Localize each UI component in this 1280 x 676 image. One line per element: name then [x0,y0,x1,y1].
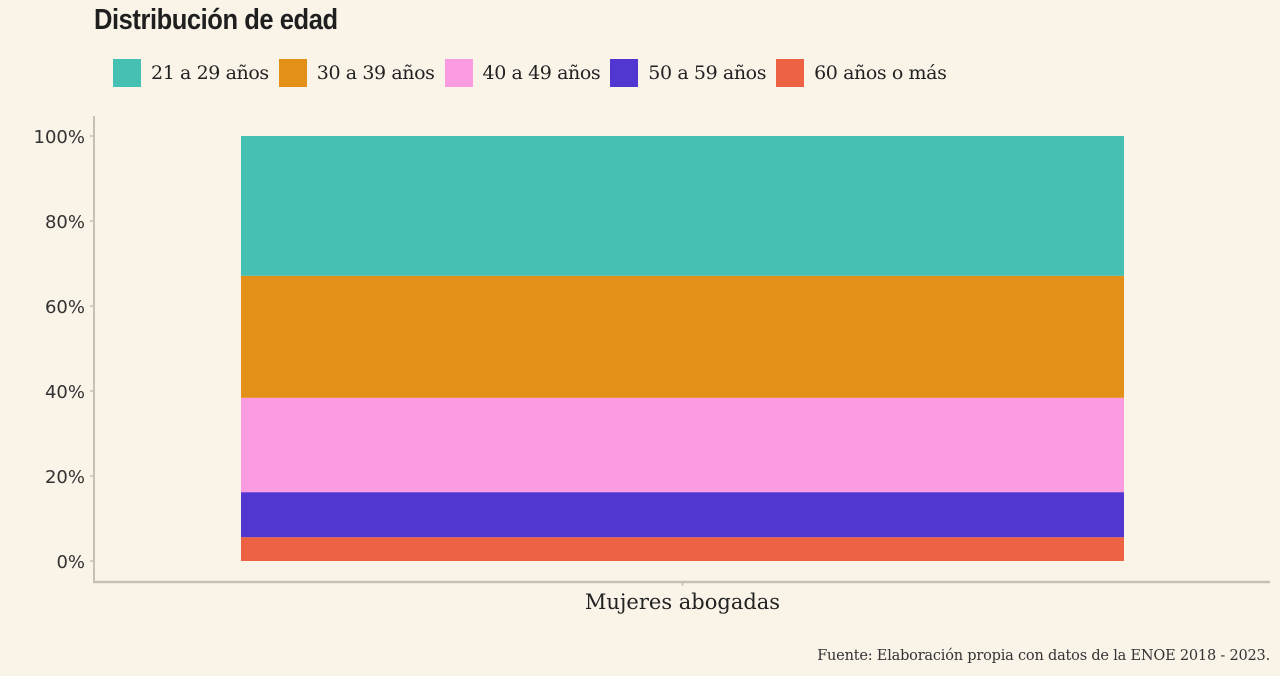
y-ticks: 0% 20% 40% 60% 80% 100% [34,127,94,573]
y-tick-label: 80% [45,212,85,233]
legend-swatch [610,59,639,87]
bar-segment [241,397,1124,493]
legend-item-60-plus: 60 años o más [776,59,947,87]
y-tick-label: 20% [45,467,85,488]
axes [93,116,1270,584]
legend-swatch [278,59,307,87]
legend-label: 60 años o más [814,62,947,84]
y-tick-label: 40% [45,382,85,403]
y-tick-label: 100% [34,127,85,148]
legend-item-30-39: 30 a 39 años [278,59,435,87]
legend-item-21-29: 21 a 29 años [113,59,269,87]
legend: 21 a 29 años 30 a 39 años 40 a 49 años 5… [113,59,956,87]
bar-segment [241,136,1124,276]
legend-swatch [113,59,141,87]
y-tick-label: 60% [45,297,85,318]
legend-label: 30 a 39 años [316,62,435,84]
chart-title: Distribución de edad [94,4,338,36]
legend-swatch [776,59,805,87]
bar-segment [241,492,1124,538]
x-tick-label: Mujeres abogadas [585,590,780,614]
legend-item-40-49: 40 a 49 años [444,59,601,87]
legend-swatch [444,59,473,87]
source-note: Fuente: Elaboración propia con datos de … [817,648,1270,664]
bar-segments [241,136,1124,561]
x-ticks: Mujeres abogadas [585,582,780,614]
legend-label: 21 a 29 años [151,62,269,84]
y-tick-label: 0% [56,552,85,573]
legend-item-50-59: 50 a 59 años [610,59,766,87]
legend-label: 50 a 59 años [648,62,767,84]
bar-segment [241,275,1124,398]
bar-segment [241,537,1124,561]
legend-label: 40 a 49 años [482,62,601,84]
